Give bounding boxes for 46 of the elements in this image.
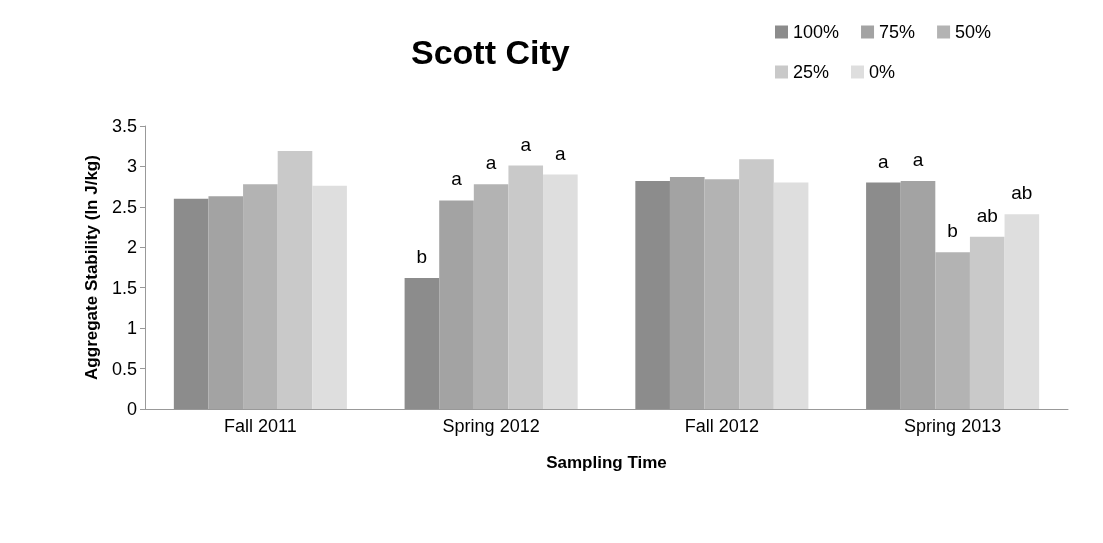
bar	[404, 278, 440, 409]
data-label: a	[912, 148, 924, 170]
y-tick-label: 1	[126, 318, 137, 339]
y-tick-label: 2	[126, 237, 137, 258]
bar	[277, 151, 313, 409]
bar	[773, 182, 809, 409]
y-axis-title: Aggregate Stability (ln J/kg)	[82, 155, 101, 380]
x-axis-title: Sampling Time	[546, 453, 667, 472]
y-tick-label: 0.5	[111, 358, 137, 379]
bar	[312, 185, 347, 409]
data-label: ab	[976, 204, 998, 226]
y-tick-label: 2.5	[111, 196, 137, 217]
chart-title: Scott City	[411, 33, 570, 71]
bar	[739, 159, 774, 409]
legend-label: 50%	[955, 22, 992, 42]
legend-label: 0%	[869, 62, 896, 82]
data-label: ab	[1011, 182, 1033, 204]
bar	[635, 180, 670, 409]
legend-label: 25%	[793, 62, 830, 82]
data-label: a	[878, 150, 890, 172]
y-tick-label: 1.5	[111, 277, 137, 298]
data-label: b	[416, 246, 428, 268]
data-label: a	[451, 168, 463, 190]
x-tick-label: Fall 2011	[224, 416, 297, 436]
bar	[704, 179, 740, 409]
y-tick-label: 3	[126, 156, 137, 177]
bar	[473, 184, 509, 409]
legend-label: 100%	[793, 22, 840, 42]
bar	[969, 236, 1005, 409]
bar	[935, 252, 970, 409]
bar	[1004, 214, 1040, 409]
bar	[243, 184, 278, 409]
y-tick-label: 0	[126, 399, 137, 419]
bar	[173, 198, 209, 409]
bar	[543, 174, 578, 409]
y-tick-label: 3.5	[111, 116, 137, 136]
data-label: a	[555, 142, 567, 164]
bar	[508, 165, 544, 409]
bar	[866, 182, 901, 409]
x-tick-label: Spring 2013	[904, 416, 1002, 436]
legend-label: 75%	[879, 22, 916, 42]
data-label: a	[485, 152, 497, 174]
data-label: b	[947, 220, 958, 242]
x-tick-label: Spring 2012	[442, 416, 540, 436]
data-label: a	[520, 133, 532, 155]
x-tick-label: Fall 2012	[684, 416, 759, 436]
